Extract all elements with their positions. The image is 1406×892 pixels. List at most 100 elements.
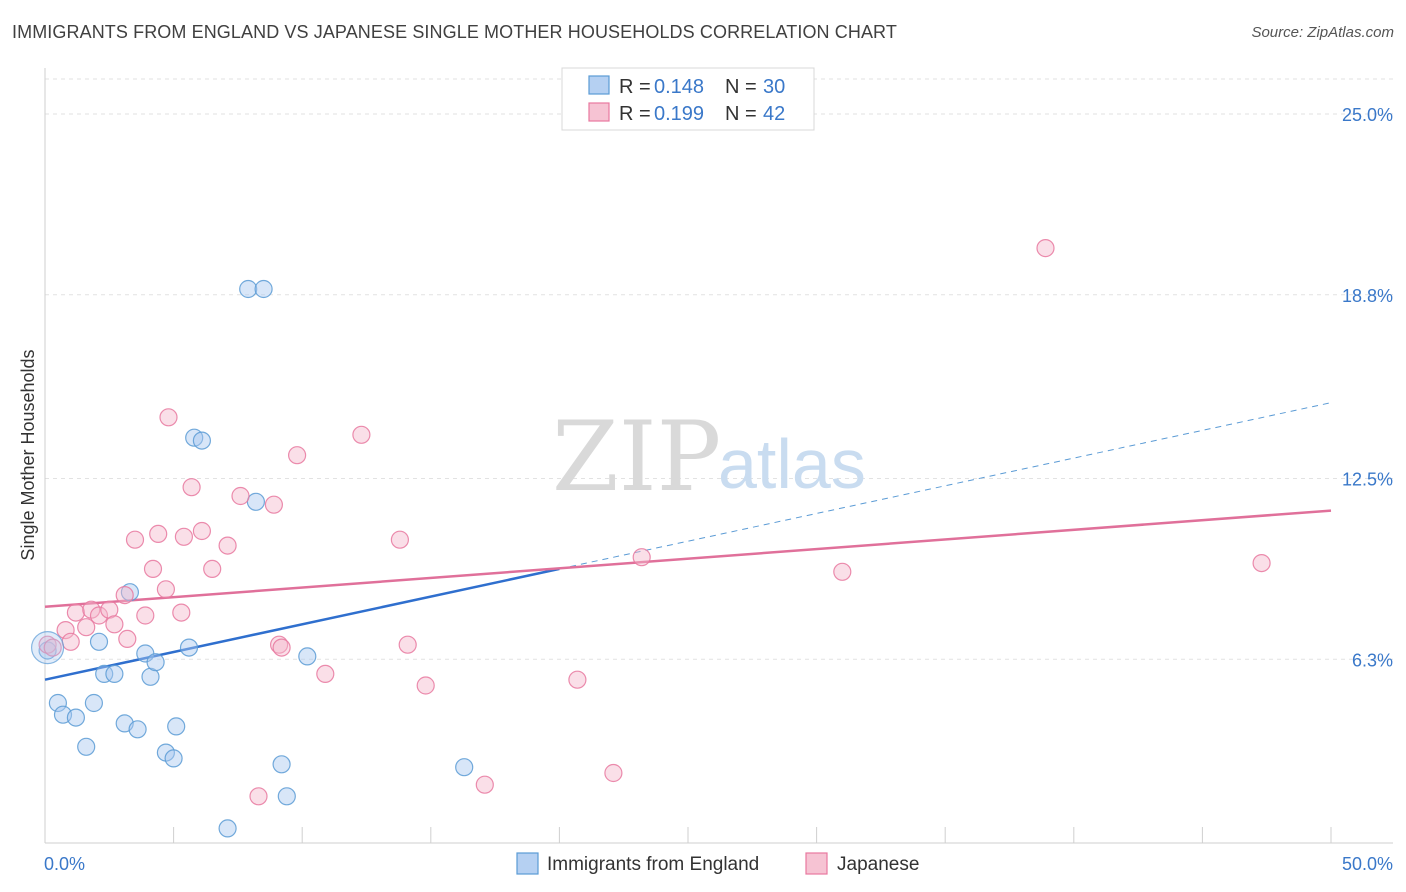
england-point bbox=[246, 492, 265, 511]
england-point bbox=[128, 720, 147, 739]
cluster-point bbox=[30, 631, 65, 665]
england-point bbox=[77, 737, 96, 756]
england-point bbox=[218, 819, 237, 838]
watermark: ZIP atlas bbox=[552, 401, 866, 513]
england-point bbox=[164, 749, 183, 768]
japanese-point bbox=[174, 527, 193, 546]
japanese-point bbox=[352, 425, 371, 444]
japanese-point bbox=[118, 629, 137, 649]
england-point bbox=[66, 708, 86, 727]
watermark-atlas: atlas bbox=[718, 425, 866, 503]
legend-swatch-japanese bbox=[588, 102, 610, 122]
legend-r-value: 0.148 bbox=[654, 76, 704, 98]
legend-n-label: N = bbox=[725, 103, 757, 125]
japanese-trend-line bbox=[44, 509, 1332, 609]
legend-swatch-japanese bbox=[805, 852, 828, 875]
japanese-point bbox=[604, 763, 623, 783]
x-tick-label: 50.0% bbox=[1342, 854, 1393, 874]
japanese-point bbox=[77, 618, 96, 637]
england-point bbox=[89, 632, 109, 651]
japanese-point bbox=[1036, 239, 1055, 258]
japanese-point bbox=[38, 635, 57, 654]
japanese-point bbox=[125, 530, 145, 549]
england-point bbox=[38, 641, 57, 660]
japanese-point bbox=[272, 638, 291, 657]
japanese-point bbox=[203, 559, 222, 579]
england-point bbox=[84, 693, 104, 713]
legend-r-label: R = bbox=[619, 76, 651, 98]
japanese-point bbox=[568, 670, 587, 689]
japanese-point bbox=[149, 524, 168, 544]
legend-label-england: Immigrants from England bbox=[547, 854, 759, 875]
japanese-point bbox=[632, 548, 651, 567]
japanese-point bbox=[56, 620, 75, 640]
england-point bbox=[120, 583, 139, 602]
japanese-point bbox=[43, 638, 62, 657]
japanese-point bbox=[156, 580, 175, 599]
japanese-point bbox=[398, 635, 417, 654]
japanese-point bbox=[159, 408, 178, 427]
series-legend: Immigrants from England Japanese bbox=[516, 852, 919, 875]
japanese-point bbox=[89, 606, 109, 625]
legend-n-label: N = bbox=[725, 76, 757, 98]
legend-r-label: R = bbox=[619, 103, 651, 125]
legend-swatch-england bbox=[516, 852, 539, 875]
axes bbox=[44, 68, 1393, 844]
japanese-point bbox=[66, 603, 86, 622]
legend-n-value: 42 bbox=[763, 103, 785, 125]
y-tick-label: 12.5% bbox=[1342, 469, 1393, 489]
japanese-point bbox=[833, 562, 852, 581]
japanese-point bbox=[143, 559, 163, 579]
england-point bbox=[455, 758, 474, 777]
japanese-point bbox=[390, 530, 409, 549]
japanese-point bbox=[115, 585, 134, 605]
chart-title: IMMIGRANTS FROM ENGLAND VS JAPANESE SING… bbox=[12, 22, 897, 42]
england-trend-line bbox=[44, 567, 560, 681]
england-point bbox=[192, 431, 211, 450]
japanese-point bbox=[218, 536, 237, 555]
japanese-point bbox=[172, 603, 191, 622]
england-point bbox=[105, 664, 124, 684]
y-tick-labels: 6.3% 12.5% 18.8% 25.0% bbox=[1342, 105, 1393, 670]
y-tick-label: 25.0% bbox=[1342, 105, 1393, 125]
chart-source: Source: ZipAtlas.com bbox=[1251, 24, 1394, 41]
japanese-point bbox=[231, 486, 250, 506]
trend-lines bbox=[44, 402, 1332, 681]
y-axis-title: Single Mother Households bbox=[18, 349, 38, 560]
japanese-point bbox=[270, 635, 289, 654]
england-point bbox=[272, 755, 291, 774]
legend-label-japanese: Japanese bbox=[837, 854, 919, 875]
japanese-point bbox=[1252, 553, 1271, 573]
x-tick-labels: 0.0% 50.0% bbox=[44, 854, 1393, 874]
japanese-point bbox=[136, 606, 155, 625]
england-point bbox=[277, 787, 296, 806]
england-point bbox=[95, 664, 114, 684]
x-tick-label: 0.0% bbox=[44, 854, 85, 874]
england-point bbox=[239, 279, 258, 299]
japanese-point bbox=[61, 632, 80, 651]
japanese-point bbox=[105, 615, 124, 634]
legend-swatch-england bbox=[588, 75, 610, 95]
japanese-point bbox=[316, 664, 335, 684]
england-point bbox=[298, 647, 317, 666]
england-point bbox=[146, 653, 165, 672]
england-point bbox=[254, 279, 273, 299]
japanese-point bbox=[182, 478, 201, 497]
grid-lines bbox=[45, 78, 1393, 660]
japanese-point bbox=[288, 446, 307, 465]
japanese-point bbox=[249, 787, 268, 806]
data-points bbox=[30, 239, 1271, 838]
japanese-point bbox=[192, 521, 211, 541]
japanese-point bbox=[416, 676, 435, 695]
england-point bbox=[167, 717, 186, 736]
legend-r-value: 0.199 bbox=[654, 103, 704, 125]
legend-n-value: 30 bbox=[763, 76, 785, 98]
england-point bbox=[48, 693, 68, 713]
y-tick-label: 18.8% bbox=[1342, 286, 1393, 306]
japanese-point bbox=[264, 495, 283, 514]
y-tick-label: 6.3% bbox=[1352, 650, 1393, 670]
watermark-zip: ZIP bbox=[552, 401, 721, 513]
england-point bbox=[179, 638, 199, 657]
japanese-point bbox=[475, 775, 494, 794]
